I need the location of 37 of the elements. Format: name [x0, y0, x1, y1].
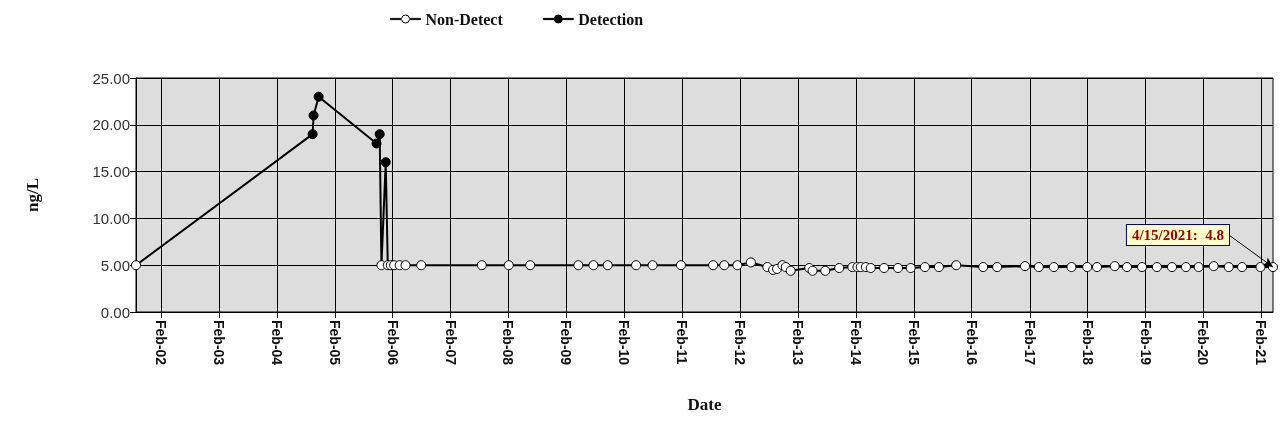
y-tick-label: 0.00 — [100, 303, 130, 321]
x-tick-label: Feb-14 — [848, 320, 864, 366]
x-tick-label: Feb-10 — [616, 320, 633, 366]
x-tick-label: Feb-09 — [558, 320, 575, 366]
x-tick-label: Feb-21 — [1253, 320, 1270, 366]
annotation: 4/15/2021: 4.8 — [1131, 227, 1224, 244]
legend-label: Non-Detect — [425, 10, 504, 28]
x-tick-label: Feb-11 — [674, 320, 691, 365]
x-tick-label: Feb-06 — [384, 320, 401, 366]
point — [374, 129, 385, 140]
y-tick-label: 15.00 — [92, 163, 130, 181]
x-tick-label: Feb-07 — [442, 320, 459, 366]
legend-label: Detection — [578, 10, 644, 28]
x-tick-label: Feb-20 — [1195, 320, 1212, 366]
point — [308, 110, 319, 121]
point — [307, 129, 318, 140]
x-tick-label: Feb-13 — [790, 320, 807, 366]
x-tick-label: Feb-19 — [1137, 320, 1154, 366]
y-tick-label: 25.00 — [92, 69, 130, 87]
point — [313, 91, 324, 102]
y-tick-label: 5.00 — [100, 256, 130, 274]
x-axis-title: Date — [687, 395, 722, 414]
x-tick-label: Feb-05 — [326, 320, 343, 366]
x-tick-label: Feb-16 — [963, 320, 980, 366]
y-tick-label: 10.00 — [92, 209, 130, 227]
x-tick-label: Feb-08 — [500, 320, 517, 366]
x-tick-label: Feb-15 — [905, 320, 922, 366]
y-tick-label: 20.00 — [92, 116, 130, 134]
x-tick-label: Feb-12 — [732, 320, 749, 366]
point — [371, 138, 382, 149]
y-axis-title: ng/L — [23, 177, 42, 213]
x-tick-label: Feb-17 — [1021, 320, 1038, 366]
x-tick-label: Feb-04 — [268, 320, 285, 366]
x-tick-label: Feb-18 — [1079, 320, 1096, 366]
point — [380, 157, 391, 168]
x-tick-label: Feb-03 — [210, 320, 227, 366]
x-tick-label: Feb-02 — [153, 320, 170, 366]
